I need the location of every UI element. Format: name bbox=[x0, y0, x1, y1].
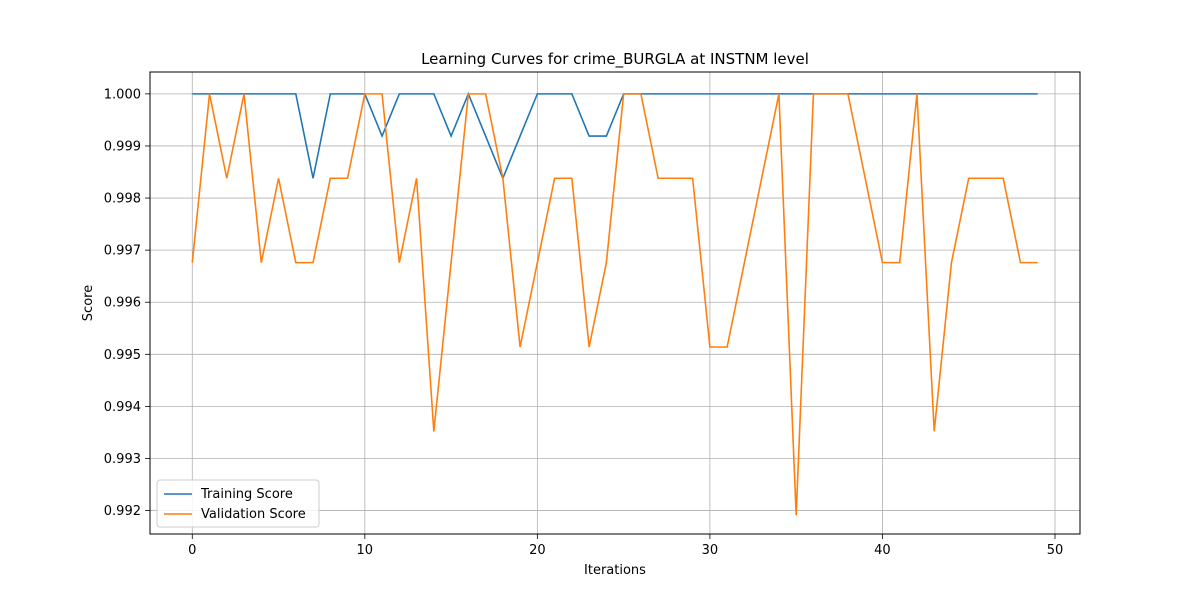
x-tick-label: 20 bbox=[529, 543, 546, 558]
legend-box bbox=[156, 479, 320, 528]
x-tick-label: 30 bbox=[702, 543, 719, 558]
x-tick-label: 0 bbox=[188, 543, 196, 558]
y-tick-label: 0.998 bbox=[104, 192, 141, 207]
y-tick-label: 0.993 bbox=[104, 452, 141, 467]
y-tick-label: 1.000 bbox=[104, 87, 141, 102]
plot-frame bbox=[149, 71, 1081, 535]
grid bbox=[150, 72, 1080, 534]
y-tick-label: 0.992 bbox=[104, 504, 141, 519]
chart-title: Learning Curves for crime_BURGLA at INST… bbox=[421, 50, 809, 69]
y-tick-label: 0.994 bbox=[104, 400, 141, 415]
legend-label-training: Training Score bbox=[200, 487, 293, 502]
series-line-validation-score bbox=[191, 93, 1038, 516]
y-tick-label: 0.995 bbox=[104, 348, 141, 363]
x-tick-label: 10 bbox=[357, 543, 374, 558]
legend-label-validation: Validation Score bbox=[201, 507, 306, 522]
y-tick-label: 0.996 bbox=[104, 296, 141, 311]
legend: Training Score Validation Score bbox=[156, 479, 320, 528]
series-line-training-score bbox=[192, 91, 1038, 181]
y-axis-ticks: 0.992 0.993 0.994 0.995 0.996 0.997 0.998 0.999… bbox=[104, 87, 150, 519]
y-tick-label: 0.999 bbox=[104, 139, 141, 154]
x-axis-ticks: 0 10 20 30 40 50 bbox=[188, 534, 1063, 558]
x-axis-label: Iterations bbox=[584, 563, 646, 578]
series-layer bbox=[191, 91, 1038, 516]
x-tick-label: 50 bbox=[1047, 543, 1064, 558]
y-axis-label: Score bbox=[81, 285, 96, 321]
x-tick-label: 40 bbox=[874, 543, 891, 558]
y-tick-label: 0.997 bbox=[104, 244, 141, 259]
